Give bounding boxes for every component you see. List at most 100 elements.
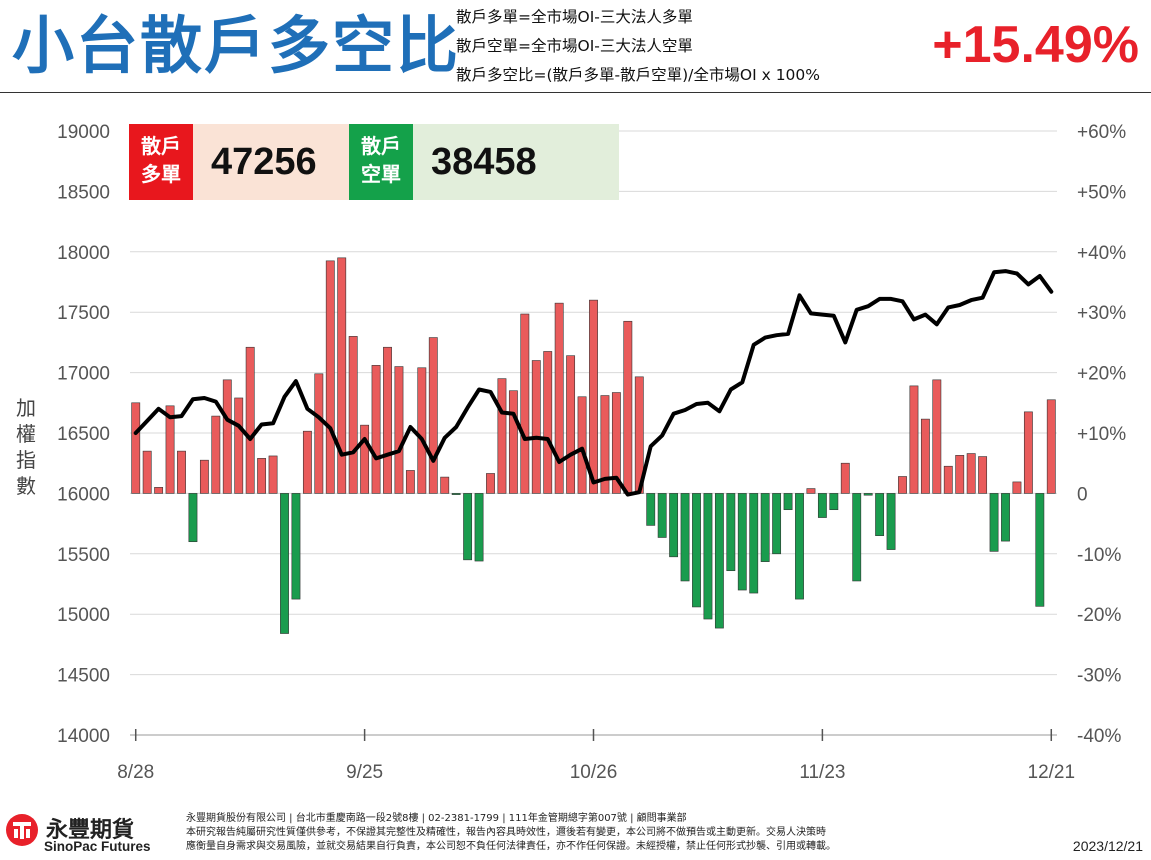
ratio-bar: [245, 346, 255, 494]
ratio-bar: [806, 488, 816, 494]
report-date: 2023/12/21: [1072, 838, 1143, 854]
long-tag-line-2: 多單: [141, 162, 181, 186]
ratio-bar: [875, 493, 885, 536]
ratio-bar: [280, 493, 289, 634]
ratio-bar: [943, 465, 953, 494]
header-divider: [0, 92, 1151, 93]
ratio-bar: [932, 379, 942, 494]
left-tick-label: 19000: [57, 122, 110, 143]
ratio-bar: [909, 385, 919, 494]
ratio-bar: [199, 459, 209, 494]
ratio-bar: [989, 493, 999, 552]
right-tick-label: +60%: [1077, 122, 1126, 143]
ratio-bar: [760, 493, 770, 562]
short-position-tag: 散戶 空單: [349, 124, 413, 200]
ratio-bar: [394, 366, 404, 494]
ratio-bar: [142, 450, 152, 494]
ratio-bar: [257, 458, 267, 494]
ratio-bar: [1023, 411, 1033, 494]
disclaimer-line-2: 本研究報告純屬研究性質僅供參考，不保證其完整性及精確性，報告內容具時效性，邇後若…: [186, 827, 826, 838]
right-tick-label: -20%: [1077, 605, 1121, 626]
ratio-bar: [131, 402, 141, 494]
left-tick-label: 15500: [57, 545, 110, 566]
index-line: [133, 269, 1054, 497]
right-tick-label: -40%: [1077, 726, 1121, 747]
ratio-bar: [165, 405, 175, 494]
x-tick-label: 12/21: [1028, 762, 1076, 783]
ratio-bar: [486, 473, 495, 494]
ratio-bar: [543, 351, 553, 494]
ratio-bar: [852, 493, 862, 582]
ratio-bar: [1035, 493, 1045, 607]
ratio-bar: [1046, 399, 1056, 494]
ratio-bar: [783, 493, 793, 511]
ratio-bar: [428, 337, 438, 494]
ratio-bar: [840, 462, 850, 494]
left-tick-label: 17000: [57, 364, 110, 385]
ratio-bar: [955, 455, 965, 494]
ratio-bar: [451, 493, 461, 495]
ratio-bar: [623, 320, 633, 494]
ratio-bar: [692, 493, 701, 608]
ratio-bar: [554, 302, 564, 494]
ratio-bar: [497, 378, 507, 494]
ratio-bar: [646, 493, 656, 526]
short-tag-line-2: 空單: [361, 162, 401, 186]
ratio-bar: [795, 493, 804, 600]
ratio-bar: [566, 355, 576, 494]
right-tick-label: -30%: [1077, 666, 1121, 687]
ratio-bar: [314, 373, 324, 494]
ratio-bar: [337, 257, 347, 494]
ratio-bar: [1001, 493, 1010, 542]
ratio-bar: [886, 493, 896, 550]
ratio-bar: [577, 396, 587, 494]
left-axis-label: 加權指數: [16, 396, 36, 498]
x-tick-label: 10/26: [570, 762, 618, 783]
ratio-bar: [898, 476, 907, 494]
ratio-bar: [234, 397, 244, 494]
ratio-bar: [1012, 481, 1022, 494]
ratio-bar: [657, 493, 667, 538]
ratio-bar: [405, 470, 415, 494]
ratio-bar: [440, 476, 450, 494]
definition-long: 散戶多單=全市場OI-三大法人多單: [456, 8, 693, 26]
ratio-bar: [177, 450, 186, 494]
ratio-bar: [703, 493, 713, 620]
x-tick-label: 8/28: [117, 762, 154, 783]
ratio-bar: [360, 424, 370, 494]
ratio-bar: [508, 390, 518, 494]
ratio-bar: [611, 392, 621, 494]
ratio-bar: [417, 367, 427, 494]
ratio-bar: [920, 418, 930, 494]
ratio-bar: [463, 493, 473, 561]
ratio-bar: [726, 493, 736, 572]
logo-english-name: SinoPac Futures: [44, 839, 151, 854]
x-tick-label: 9/25: [346, 762, 383, 783]
disclaimer-line-3: 應衡量自身需求與交易風險，並就交易結果自行負責，本公司恕不負任何法律責任，亦不作…: [186, 841, 836, 852]
ratio-bar: [291, 493, 301, 600]
x-tick-label: 11/23: [799, 762, 845, 783]
long-position-tag: 散戶 多單: [129, 124, 193, 200]
ratio-bar: [966, 453, 976, 494]
left-tick-label: 14500: [57, 666, 110, 687]
ratio-bar: [669, 493, 679, 558]
ratio-bar: [978, 456, 988, 494]
short-position-value: 38458: [413, 124, 619, 200]
ratio-bar: [817, 493, 827, 518]
ratio-bar: [268, 455, 278, 494]
disclaimer: 永豐期貨股份有限公司 | 台北市重慶南路一段2號8樓 | 02-2381-179…: [186, 812, 986, 854]
ratio-bar: [737, 493, 747, 591]
right-tick-label: +40%: [1077, 243, 1126, 264]
left-tick-label: 16000: [57, 484, 110, 505]
page-title: 小台散戶多空比: [12, 9, 461, 82]
definition-ratio: 散戶多空比=(散戶多單-散戶空單)/全市場OI x 100%: [456, 66, 821, 84]
ratio-bar: [188, 493, 198, 543]
current-ratio: +15.49%: [932, 16, 1139, 74]
ratio-bar: [772, 493, 782, 555]
definition-short: 散戶空單=全市場OI-三大法人空單: [456, 37, 693, 55]
right-tick-label: +50%: [1077, 182, 1126, 203]
ratio-bar: [222, 379, 232, 494]
formula-definitions: 散戶多單=全市場OI-三大法人多單 散戶空單=全市場OI-三大法人空單 散戶多空…: [456, 6, 820, 93]
ratio-bar: [829, 493, 839, 511]
chart: 19000 +60% 18500 +50% 18000 +40% 17500 +30% 1700…: [57, 122, 1126, 783]
